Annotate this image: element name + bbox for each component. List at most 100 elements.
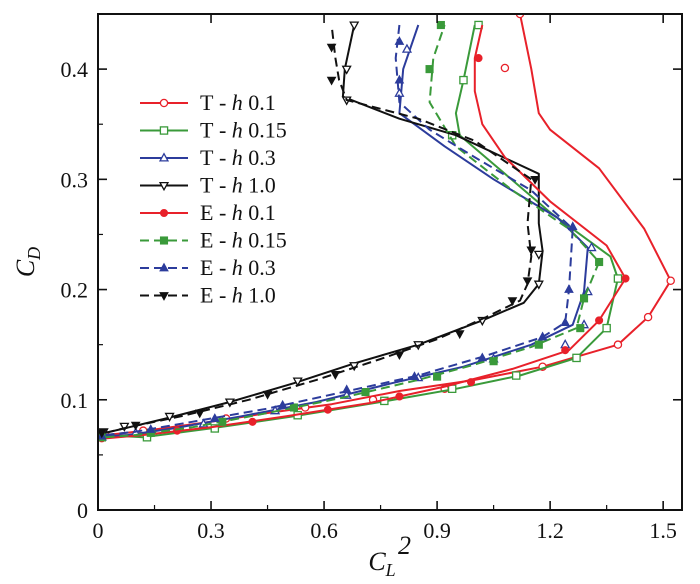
legend-item: T - h 1.0 (140, 173, 276, 198)
data-point (210, 424, 220, 433)
data-point (613, 274, 623, 283)
y-tick-label: 0.2 (61, 278, 89, 303)
y-axis-title: CD (11, 247, 44, 277)
y-tick-label: 0.1 (61, 388, 89, 413)
y-tick-label: 0.3 (61, 167, 89, 192)
data-point (511, 371, 521, 380)
data-point (530, 175, 540, 185)
data-point (341, 65, 352, 75)
data-point (576, 324, 585, 333)
data-point (277, 399, 288, 409)
data-point (489, 357, 498, 366)
legend-item: T - h 0.15 (140, 118, 287, 143)
legend-label: T - h 0.15 (200, 118, 287, 143)
series-T-h-0.3 (98, 24, 597, 441)
series-E-h-0.15 (98, 20, 604, 442)
series-line (105, 24, 627, 440)
data-point (537, 331, 548, 341)
x-axis-title-subscript: L (385, 560, 396, 580)
data-point (533, 280, 544, 290)
legend-label: T - h 0.1 (200, 90, 276, 115)
data-point (477, 352, 488, 362)
data-point (621, 274, 630, 283)
data-point (224, 398, 235, 408)
data-point (361, 388, 370, 397)
data-point (209, 413, 220, 422)
legend-marker (159, 292, 169, 301)
legend-marker (158, 152, 170, 162)
data-point (466, 378, 476, 387)
x-tick-label: 1.2 (536, 518, 564, 543)
data-point (459, 75, 468, 85)
data-point (349, 21, 360, 31)
data-point (218, 417, 227, 426)
data-point (194, 409, 205, 419)
plot-frame (97, 13, 683, 511)
series-layer (98, 14, 675, 443)
series-E-h-1.0 (98, 24, 540, 439)
data-point (289, 403, 298, 412)
data-point (326, 76, 337, 86)
x-tick-label: 1.5 (649, 518, 677, 543)
data-point (425, 65, 434, 74)
data-point (394, 74, 405, 84)
data-point (533, 250, 544, 260)
legend-marker (159, 98, 169, 108)
series-line (105, 24, 544, 434)
data-point (326, 43, 337, 53)
data-point (579, 294, 589, 303)
data-point (526, 246, 537, 256)
legend-label: T - h 1.0 (200, 173, 276, 198)
legend-label: E - h 1.0 (200, 283, 276, 308)
series-line (105, 14, 672, 436)
series-T-h-1.0 (98, 21, 544, 438)
data-point (564, 284, 574, 293)
legend-marker (159, 262, 169, 272)
series-E-h-0.3 (98, 24, 578, 440)
legend-label: T - h 0.3 (200, 145, 276, 170)
data-point (595, 257, 604, 267)
data-point (395, 392, 404, 401)
legend-marker (159, 126, 169, 135)
legend-marker (159, 236, 169, 245)
legend-item: E - h 0.3 (140, 255, 276, 280)
legend-label: E - h 0.1 (200, 200, 276, 225)
y-tick-label: 0 (77, 498, 88, 523)
data-point (98, 429, 107, 439)
data-point (572, 353, 581, 363)
data-point (561, 346, 570, 355)
data-point (500, 63, 510, 73)
data-point (534, 340, 543, 349)
data-point (394, 36, 405, 45)
data-point (164, 412, 175, 422)
data-point (595, 316, 604, 325)
legend-item: E - h 0.1 (140, 200, 276, 225)
series-line (105, 24, 601, 439)
data-point (666, 276, 675, 285)
legend-item: E - h 1.0 (140, 283, 276, 308)
y-axis-title-subscript: D (24, 247, 44, 261)
data-point (567, 221, 578, 231)
series-line (105, 24, 574, 436)
legend: T - h 0.1T - h 0.15T - h 0.3T - h 1.0E -… (140, 90, 287, 308)
x-axis-title-superscript: 2 (398, 531, 411, 560)
x-tick-label: 0.3 (197, 518, 225, 543)
data-point (323, 405, 332, 414)
series-E-h-0.1 (98, 24, 630, 443)
data-point (474, 54, 483, 63)
data-point (436, 20, 445, 30)
series-T-h-0.1 (101, 14, 675, 440)
data-point (248, 417, 257, 426)
data-point (433, 372, 442, 381)
data-point (643, 312, 653, 322)
data-point (145, 424, 156, 433)
data-point (586, 242, 597, 252)
legend-label: E - h 0.3 (200, 255, 276, 280)
data-point (560, 317, 571, 326)
series-T-h-0.15 (98, 20, 623, 442)
legend-item: T - h 0.3 (140, 145, 276, 170)
data-point (613, 340, 623, 349)
data-point (330, 371, 341, 380)
x-tick-label: 0.6 (310, 518, 338, 543)
